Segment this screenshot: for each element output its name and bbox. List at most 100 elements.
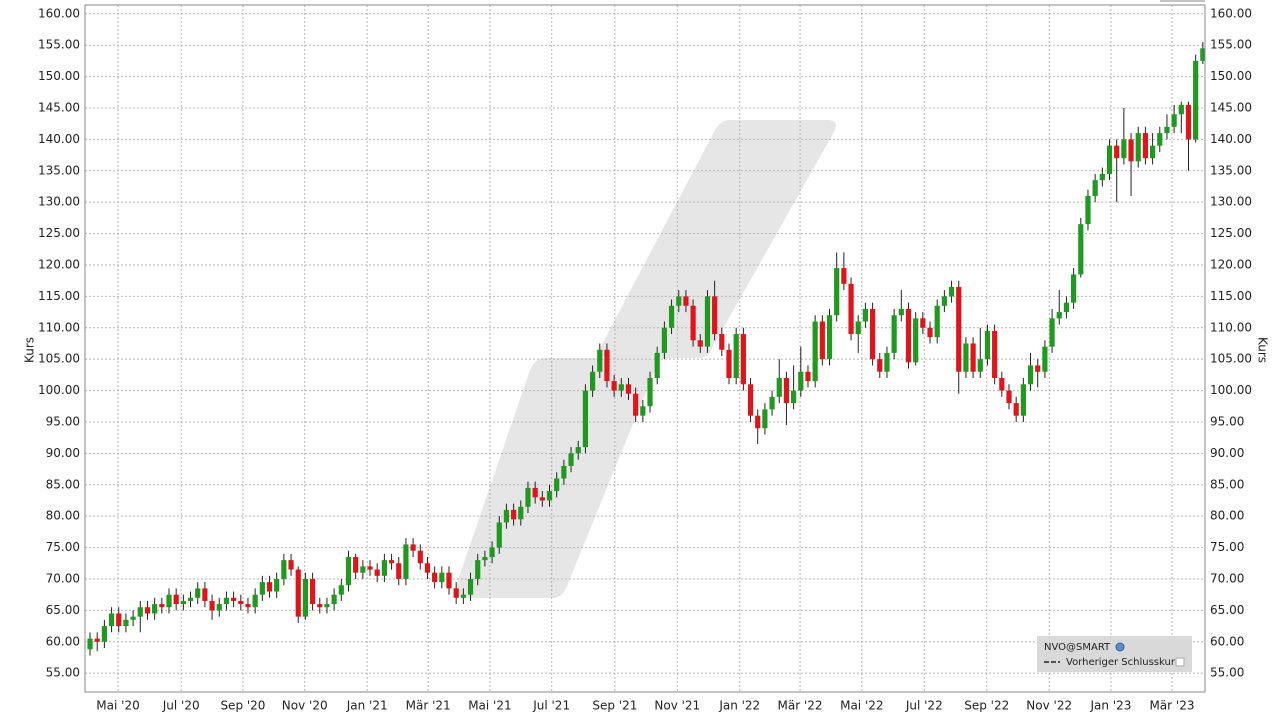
candle-body [424, 563, 431, 573]
legend: NVO@SMART Vorheriger Schlusskurs [1037, 636, 1192, 672]
candle-body [1185, 104, 1192, 140]
candle-body [446, 572, 452, 589]
x-tick-label: Nov '20 [282, 699, 328, 713]
candle-body [561, 465, 567, 479]
y2-tick-label: 95.00 [1210, 414, 1244, 428]
candle-body [891, 315, 897, 353]
candle-body [992, 330, 998, 379]
x-tick-label: Sep '22 [964, 699, 1009, 713]
candle-body [604, 349, 610, 382]
candle-body [977, 359, 983, 372]
y-tick-label: 100.00 [38, 383, 80, 397]
candle-body [101, 626, 107, 642]
y2-tick-label: 55.00 [1210, 666, 1244, 680]
candle-body [848, 283, 854, 335]
legend-checkbox[interactable] [1175, 657, 1185, 667]
candle-body [776, 378, 782, 397]
y2-tick-label: 75.00 [1210, 540, 1244, 554]
candle-body [791, 390, 797, 404]
candle-body [417, 550, 423, 564]
candle-body [532, 487, 538, 498]
candle-body [317, 604, 323, 608]
candle-body [1121, 139, 1127, 159]
candle-body [999, 378, 1005, 391]
candle-body [869, 308, 876, 360]
candle-body [360, 566, 366, 573]
y2-tick-label: 90.00 [1210, 446, 1244, 460]
candle-body [209, 600, 215, 611]
candle-body [231, 597, 237, 601]
plot-frame [84, 4, 1206, 693]
candles [87, 42, 1206, 656]
y2-tick-label: 105.00 [1210, 352, 1252, 366]
candle-body [1128, 139, 1134, 162]
candle-body [309, 578, 316, 605]
candle-body [676, 296, 682, 306]
candle-body [1020, 384, 1026, 416]
candle-body [1035, 365, 1041, 372]
x-tick-label: Mai '21 [468, 699, 511, 713]
candle-body [374, 569, 380, 576]
candle-body [841, 268, 847, 284]
y-axis-label: Kurs [23, 337, 37, 363]
y2-tick-label: 140.00 [1210, 132, 1252, 146]
legend-box [1037, 636, 1192, 672]
candle-body [503, 509, 510, 523]
y2-tick-label: 85.00 [1210, 477, 1244, 491]
candle-body [654, 352, 660, 379]
candle-body [152, 604, 158, 614]
candle-body [108, 613, 115, 627]
candle-body [1092, 180, 1098, 196]
candle-body [877, 359, 883, 372]
candle-body [173, 594, 179, 605]
x-tick-label: Sep '20 [220, 699, 265, 713]
y-tick-label: 115.00 [38, 289, 80, 303]
candle-body [597, 349, 603, 372]
watermark-shape [599, 120, 836, 358]
candle-body [159, 604, 165, 608]
candle-body [331, 594, 337, 605]
x-tick-label: Mai '20 [96, 699, 139, 713]
y-tick-label: 140.00 [38, 132, 80, 146]
candle-body [1056, 312, 1062, 319]
x-tick-label: Mai '22 [840, 699, 883, 713]
candle-body [855, 321, 861, 335]
candle-body [539, 497, 545, 501]
candle-body [1106, 145, 1113, 174]
candle-body [762, 409, 768, 429]
candle-body [618, 384, 624, 391]
candle-body [862, 308, 869, 322]
y2-tick-label: 65.00 [1210, 603, 1244, 617]
y-tick-label: 60.00 [46, 634, 80, 648]
x-tick-label: Mär '21 [406, 699, 451, 713]
candle-body [726, 349, 732, 379]
candle-body [281, 560, 287, 579]
candle-body [589, 371, 596, 391]
candle-body [467, 578, 474, 595]
y-tick-label: 130.00 [38, 195, 80, 209]
candle-body [546, 491, 553, 501]
candle-body [274, 578, 280, 592]
candle-body [884, 352, 890, 372]
candle-body [719, 334, 725, 350]
candle-body [223, 597, 230, 605]
y2-tick-label: 155.00 [1210, 38, 1252, 52]
candle-body [482, 556, 488, 561]
candle-body [202, 588, 208, 601]
y-tick-label: 120.00 [38, 257, 80, 271]
x-tick-label: Jul '20 [162, 699, 200, 713]
candle-body [812, 321, 818, 382]
globe-icon[interactable] [1115, 642, 1125, 652]
y2-tick-label: 60.00 [1210, 634, 1244, 648]
candle-body [948, 286, 955, 297]
y2-tick-label: 150.00 [1210, 69, 1252, 83]
x-tick-label: Sep '21 [592, 699, 637, 713]
x-tick-label: Nov '22 [1026, 699, 1072, 713]
y2-tick-label: 160.00 [1210, 6, 1252, 20]
candle-body [963, 343, 969, 372]
x-tick-label: Nov '21 [654, 699, 700, 713]
candle-body [1071, 274, 1077, 303]
candle-body [1178, 104, 1184, 115]
candle-body [582, 390, 589, 448]
y-tick-label: 160.00 [38, 6, 80, 20]
